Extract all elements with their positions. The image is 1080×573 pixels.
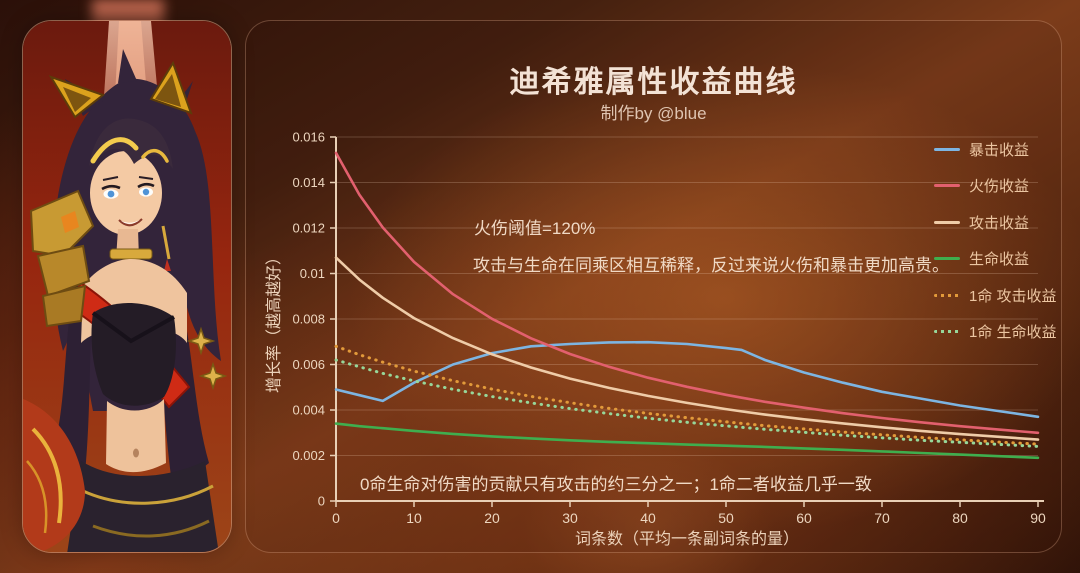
x-tick-label: 90 <box>1030 510 1046 526</box>
benefit-curves-plot: 0 0.002 0.004 0.006 0.008 0.01 0.012 0.014 0.016… <box>292 130 1046 527</box>
legend-item-atk: 攻击收益 <box>934 212 1057 232</box>
legend-label-hp: 生命收益 <box>969 251 1030 268</box>
series-line-3 <box>334 422 1040 460</box>
x-tick-label: 40 <box>640 510 656 526</box>
series-line-2 <box>334 256 1040 441</box>
legend-swatch-crit <box>934 147 960 151</box>
y-tick-label: 0.002 <box>292 448 325 463</box>
x-tick-label: 60 <box>796 510 812 526</box>
x-tick-label: 50 <box>718 510 734 526</box>
x-tick-label: 10 <box>406 510 422 526</box>
y-tick-label: 0.01 <box>300 266 325 281</box>
cat-ear-icon <box>48 60 193 119</box>
chart-subtitle: 制作by @blue <box>600 104 707 123</box>
x-tick-label: 80 <box>952 510 968 526</box>
character-mouth <box>118 218 143 227</box>
legend-item-c1-hp: 1命 生命收益 <box>934 322 1057 342</box>
bottom-clothes <box>67 461 219 552</box>
legend-label-c1-atk: 1命 攻击收益 <box>969 287 1057 305</box>
character-eyes <box>101 176 155 199</box>
series-line-4 <box>334 344 1040 446</box>
series-line-5 <box>334 358 1040 448</box>
character-torso <box>106 399 166 473</box>
series-line-0 <box>334 340 1040 419</box>
x-tick-label: 70 <box>874 510 890 526</box>
red-drape <box>23 399 85 552</box>
legend-item-crit: 暴击收益 <box>934 139 1057 159</box>
gold-gauntlet <box>29 189 95 328</box>
y-tick-label: 0.012 <box>292 221 325 236</box>
series-line-1 <box>334 151 1040 435</box>
legend-label-c1-hp: 1命 生命收益 <box>969 324 1057 341</box>
y-tick-label: 0.016 <box>292 130 325 145</box>
character-face <box>90 151 162 235</box>
legend-label-atk: 攻击收益 <box>969 214 1030 232</box>
legend-item-pyro: 火伤收益 <box>934 176 1057 196</box>
x-axis-title: 词条数（平均一条副词条的量） <box>574 531 799 548</box>
legend-swatch-pyro <box>934 184 960 187</box>
character-bangs <box>89 118 173 169</box>
y-tick-label: 0.014 <box>292 175 325 190</box>
character-panel <box>22 20 232 553</box>
y-tick-label: 0 <box>318 494 325 509</box>
legend-label-pyro: 火伤收益 <box>969 178 1030 195</box>
annotation-pyro-threshold: 火伤阈值=120% <box>474 219 596 238</box>
y-axis-title: 增长率（越高越好） <box>266 249 283 394</box>
legend-swatch-c1-hp <box>934 330 960 333</box>
gold-star-ornament <box>186 326 228 391</box>
chart-panel: 迪希雅属性收益曲线 制作by @blue 0 0.002 0.004 0.006 0.0… <box>245 20 1062 553</box>
legend-item-c1-atk: 1命 攻击收益 <box>934 285 1057 305</box>
x-tick-label: 30 <box>562 510 578 526</box>
annotation-hp-vs-atk-note: 0命生命对伤害的贡献只有攻击的约三分之一；1命二者收益几乎一致 <box>360 475 872 494</box>
chart-title: 迪希雅属性收益曲线 <box>509 66 798 99</box>
x-tick-label: 0 <box>332 510 340 526</box>
y-tick-label: 0.008 <box>292 312 325 327</box>
legend-label-crit: 暴击收益 <box>969 141 1030 159</box>
y-tick-label: 0.006 <box>292 357 325 372</box>
annotation-dilution-note: 攻击与生命在同乘区相互稀释，反过来说火伤和暴击更加高贵。 <box>473 256 949 275</box>
legend-item-hp: 生命收益 <box>934 249 1057 269</box>
legend: 暴击收益 火伤收益 攻击收益 生命收益 1命 攻击收益 1命 生命收益 <box>934 139 1057 358</box>
legend-swatch-atk <box>934 220 960 224</box>
legend-swatch-hp <box>934 257 960 260</box>
legend-swatch-c1-atk <box>934 293 960 297</box>
black-top <box>91 302 176 406</box>
y-tick-label: 0.004 <box>292 403 325 418</box>
character-art <box>23 21 231 552</box>
x-tick-label: 20 <box>484 510 500 526</box>
